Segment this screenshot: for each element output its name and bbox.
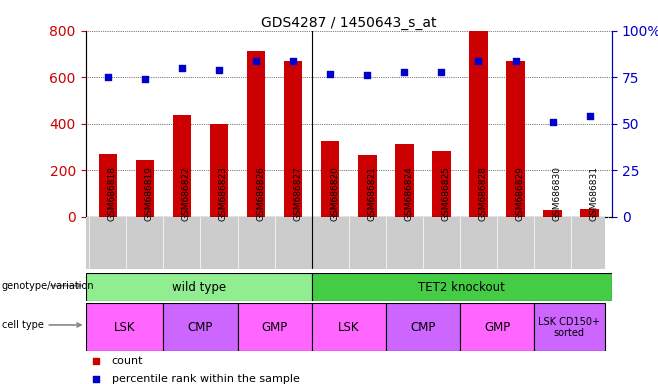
Bar (358, 155, 376, 217)
Text: wild type: wild type (172, 281, 226, 293)
Bar (312, 303, 386, 351)
Point (362, 72, 372, 78)
Text: LSK: LSK (114, 321, 135, 334)
Bar (86, 273, 312, 301)
Text: GSM686826: GSM686826 (256, 166, 265, 221)
Bar (321, 141, 340, 217)
Bar (395, 144, 414, 217)
Point (139, 76, 150, 82)
Text: GSM686818: GSM686818 (108, 166, 116, 221)
Bar (99, 154, 117, 217)
Point (511, 58, 521, 64)
Text: GSM686827: GSM686827 (293, 166, 302, 221)
Point (176, 65, 187, 71)
Point (325, 71, 336, 77)
Text: GSM686820: GSM686820 (330, 166, 340, 221)
Bar (136, 160, 154, 217)
Text: LSK CD150+
sorted: LSK CD150+ sorted (538, 316, 600, 338)
Bar (312, 273, 612, 301)
Text: GSM686831: GSM686831 (590, 166, 599, 221)
Text: GSM686825: GSM686825 (442, 166, 451, 221)
Point (436, 69, 447, 75)
Text: GSM686822: GSM686822 (182, 166, 191, 221)
Point (251, 58, 261, 64)
Text: GSM686821: GSM686821 (367, 166, 376, 221)
Bar (86, 303, 163, 351)
Bar (284, 61, 303, 217)
Bar (386, 303, 460, 351)
Point (214, 67, 224, 73)
Text: GSM686829: GSM686829 (516, 166, 524, 221)
Bar (163, 303, 238, 351)
Text: cell type: cell type (2, 320, 81, 330)
Text: CMP: CMP (188, 321, 213, 334)
Text: percentile rank within the sample: percentile rank within the sample (112, 374, 300, 384)
Text: GSM686830: GSM686830 (553, 166, 562, 221)
Bar (506, 61, 525, 217)
Point (288, 58, 298, 64)
Bar (172, 114, 191, 217)
Point (399, 69, 410, 75)
Text: TET2 knockout: TET2 knockout (418, 281, 505, 293)
Bar (534, 303, 605, 351)
Bar (210, 124, 228, 217)
Text: GSM686823: GSM686823 (219, 166, 228, 221)
Text: genotype/variation: genotype/variation (2, 281, 94, 291)
Point (439, 324, 449, 330)
Text: GSM686824: GSM686824 (405, 166, 413, 221)
Bar (432, 151, 451, 217)
Point (547, 119, 558, 125)
Title: GDS4287 / 1450643_s_at: GDS4287 / 1450643_s_at (261, 16, 436, 30)
Text: GMP: GMP (261, 321, 288, 334)
Text: GSM686819: GSM686819 (145, 166, 154, 221)
Bar (544, 210, 562, 217)
Bar (469, 31, 488, 217)
Point (439, 156, 449, 162)
Point (103, 74, 113, 80)
Bar (238, 303, 312, 351)
Bar (580, 209, 599, 217)
Bar (460, 303, 534, 351)
Text: GMP: GMP (484, 321, 510, 334)
Point (473, 58, 484, 64)
Text: GSM686828: GSM686828 (478, 166, 488, 221)
Bar (247, 51, 265, 217)
Text: CMP: CMP (410, 321, 436, 334)
Text: LSK: LSK (338, 321, 359, 334)
Text: count: count (112, 356, 143, 366)
Point (584, 113, 595, 119)
